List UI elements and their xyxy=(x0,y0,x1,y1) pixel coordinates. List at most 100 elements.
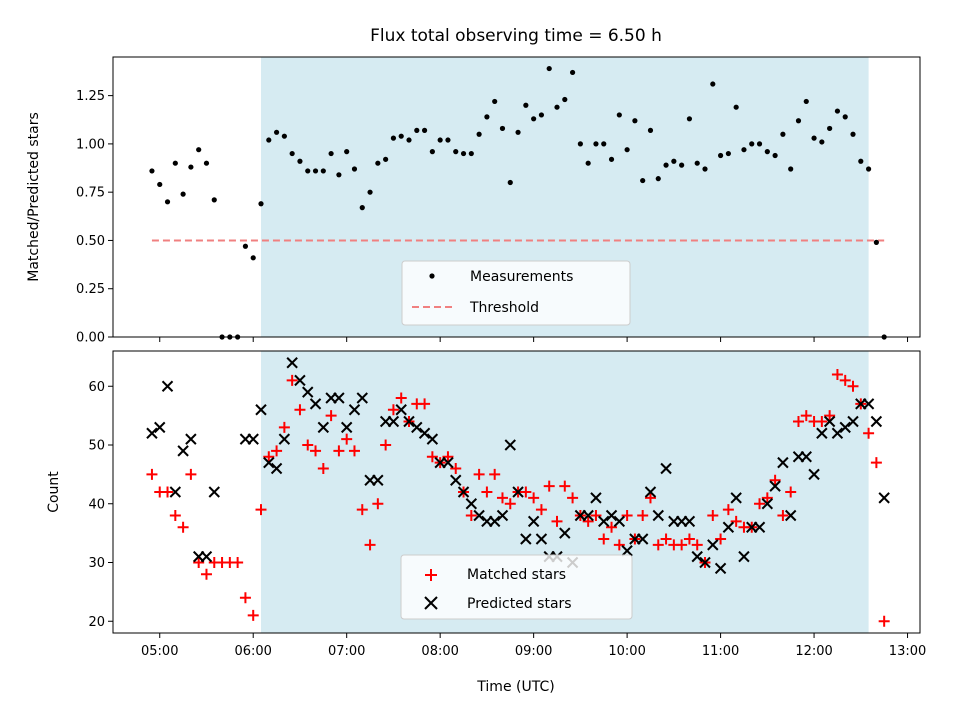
matched-star-point xyxy=(792,416,804,427)
bottom-x-tick-label: 12:00 xyxy=(795,644,832,659)
predicted-star-stroke-b xyxy=(146,427,158,439)
predicted-star-stroke-b xyxy=(777,456,789,469)
bottom-y-tick-label: 50 xyxy=(88,439,105,454)
measurement-point xyxy=(601,141,607,147)
measurement-point xyxy=(523,102,529,108)
top-legend: Measurements Threshold xyxy=(401,260,631,326)
matched-star-point xyxy=(387,404,399,416)
predicted-star-point xyxy=(769,480,781,492)
predicted-star-point xyxy=(161,380,174,392)
bottom-x-tick-label: 05:00 xyxy=(141,644,178,659)
matched-star-point xyxy=(481,486,493,498)
predicted-star-point xyxy=(590,492,602,504)
measurement-point xyxy=(390,135,397,141)
predicted-star-stroke-b xyxy=(418,427,431,439)
measurement-point xyxy=(398,133,404,139)
legend-measurements-label: Measurements xyxy=(470,269,573,285)
matched-star-point xyxy=(239,592,251,604)
measurement-point xyxy=(827,125,833,132)
predicted-star-stroke-b xyxy=(636,533,649,545)
bottom-x-tick-label: 13:00 xyxy=(889,644,926,659)
measurement-point xyxy=(515,129,521,135)
predicted-star-stroke-b xyxy=(769,480,781,492)
measurement-point xyxy=(640,177,646,184)
matched-star-point xyxy=(559,480,571,492)
x-axis-label: Time (UTC) xyxy=(476,679,554,695)
matched-star-point xyxy=(551,515,563,527)
measurement-point xyxy=(359,205,365,211)
predicted-star-point xyxy=(403,415,415,428)
matched-star-point xyxy=(465,510,477,521)
matched-star-point xyxy=(473,468,485,480)
predicted-star-point xyxy=(465,498,478,510)
measurement-point xyxy=(819,139,825,145)
matched-star-point xyxy=(598,533,610,545)
matched-star-point xyxy=(847,380,859,392)
measurement-point xyxy=(180,191,186,197)
bottom-y-tick-label: 40 xyxy=(88,497,105,512)
predicted-star-stroke-b xyxy=(839,421,851,434)
predicted-star-stroke-b xyxy=(512,486,524,498)
matched-star-point xyxy=(200,568,212,580)
predicted-star-point xyxy=(520,533,532,545)
matched-star-point xyxy=(364,539,376,551)
predicted-star-point xyxy=(535,533,548,545)
predicted-star-stroke-b xyxy=(722,521,735,533)
measurement-point xyxy=(764,149,770,155)
measurement-point xyxy=(188,164,194,170)
predicted-star-point xyxy=(621,545,633,557)
matched-star-point xyxy=(870,457,882,469)
matched-star-point xyxy=(722,504,734,516)
bottom-x-tick-label: 07:00 xyxy=(328,644,365,659)
predicted-star-stroke-b xyxy=(621,545,633,557)
predicted-star-point xyxy=(294,374,306,387)
predicted-star-point xyxy=(488,515,501,528)
predicted-star-stroke-b xyxy=(426,433,439,445)
matched-star-point xyxy=(730,515,742,527)
matched-star-point xyxy=(419,398,431,410)
predicted-star-stroke-b xyxy=(255,404,267,416)
bottom-y-tick-label: 30 xyxy=(88,556,105,571)
predicted-star-point xyxy=(808,468,820,481)
predicted-star-stroke-b xyxy=(714,562,727,575)
predicted-star-stroke-b xyxy=(161,380,174,392)
measurement-point xyxy=(717,152,724,159)
matched-star-point xyxy=(683,533,695,545)
measurement-point xyxy=(421,127,428,133)
predicted-star-point xyxy=(418,427,431,439)
predicted-star-stroke-b xyxy=(816,427,828,439)
measurement-point xyxy=(196,147,202,153)
bottom-axes-frame xyxy=(112,350,921,634)
matched-star-point xyxy=(785,486,797,498)
matched-star-point xyxy=(177,521,189,533)
measurement-point xyxy=(593,141,599,147)
top-legend-box xyxy=(401,260,631,326)
predicted-star-stroke-b xyxy=(247,433,259,445)
predicted-star-stroke-b xyxy=(278,433,291,445)
top-x-ticks xyxy=(159,337,909,342)
matched-star-point xyxy=(348,445,360,457)
matched-star-point xyxy=(271,445,283,457)
matched-star-point xyxy=(691,539,703,551)
measurement-point xyxy=(834,108,841,114)
predicted-star-stroke-b xyxy=(208,486,220,498)
predicted-star-point xyxy=(800,451,812,463)
predicted-star-point xyxy=(356,392,368,404)
measurement-point xyxy=(437,137,443,143)
predicted-star-point xyxy=(302,386,314,398)
predicted-star-point xyxy=(340,421,353,434)
predicted-star-stroke-b xyxy=(800,451,812,463)
predicted-star-stroke-b xyxy=(831,427,844,439)
matched-star-point xyxy=(831,369,843,380)
predicted-star-point xyxy=(738,550,750,563)
predicted-star-stroke-b xyxy=(878,492,890,504)
measurement-point xyxy=(538,112,545,118)
bottom-x-tick-label: 09:00 xyxy=(515,644,552,659)
measurement-point xyxy=(157,181,163,188)
measurement-point xyxy=(406,137,412,143)
predicted-star-point xyxy=(333,392,345,404)
predicted-star-point xyxy=(613,515,626,528)
measurement-point xyxy=(351,166,358,172)
predicted-star-stroke-b xyxy=(652,509,664,522)
measurement-point xyxy=(383,156,389,162)
